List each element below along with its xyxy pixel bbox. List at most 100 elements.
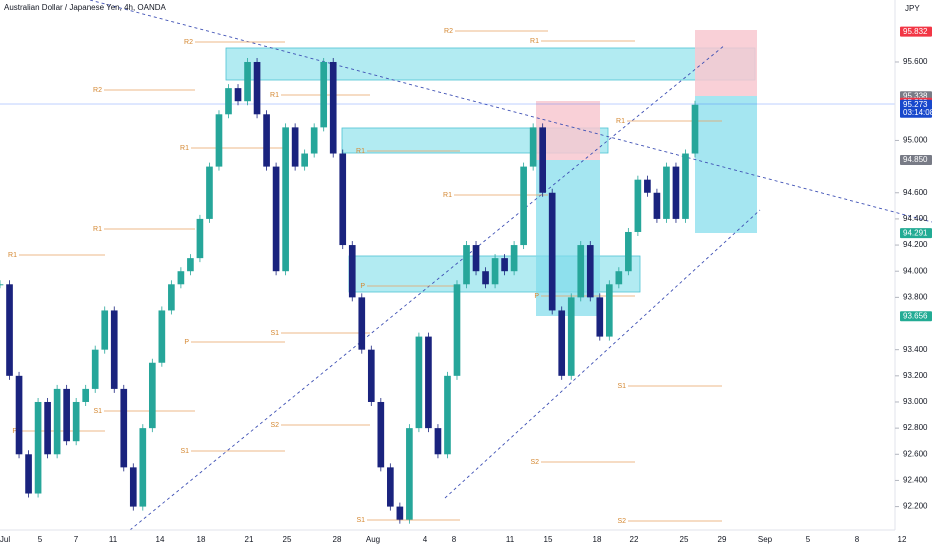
candle	[110, 310, 118, 389]
candle	[120, 388, 128, 468]
x-tick-label: 12	[898, 535, 907, 544]
y-tick-label: 95.600	[903, 57, 928, 66]
candle	[615, 271, 623, 285]
y-tick-label: 92.200	[903, 502, 928, 511]
pivot-label: S2	[270, 422, 279, 429]
price-tag-label: 95.832	[903, 27, 928, 36]
candle	[596, 297, 604, 337]
candle	[548, 192, 556, 311]
candle	[177, 271, 185, 285]
candle	[444, 375, 451, 455]
candle	[53, 388, 61, 455]
candle	[453, 284, 461, 376]
stop-zone	[695, 30, 757, 96]
pivot-label: P	[360, 283, 365, 290]
x-tick-label: Aug	[366, 535, 380, 544]
candle	[329, 61, 337, 154]
y-tick-label: 93.200	[903, 371, 928, 380]
candle	[396, 506, 404, 520]
candle	[215, 114, 223, 167]
candle	[367, 349, 375, 402]
y-tick-label: 94.600	[903, 188, 928, 197]
price-tag	[900, 99, 932, 118]
price-tag-label: 93.656	[903, 311, 928, 320]
candle	[187, 258, 194, 272]
pivot-label: P	[184, 339, 189, 346]
pivot-label: S2	[530, 459, 539, 466]
x-tick-label: 5	[806, 535, 811, 544]
candle	[101, 310, 109, 350]
candle	[501, 258, 508, 272]
candle	[539, 127, 547, 193]
price-tag	[900, 311, 932, 322]
price-tag-label: 95.338	[903, 91, 928, 100]
candle	[244, 61, 251, 102]
y-tick-label: 92.800	[903, 423, 928, 432]
candle	[168, 284, 175, 311]
candle	[491, 258, 499, 285]
candle	[282, 127, 289, 272]
pivot-label: P	[534, 293, 539, 300]
candle	[634, 179, 642, 232]
candle	[520, 166, 527, 246]
pivot-label: R1	[8, 252, 17, 259]
candle	[320, 61, 328, 128]
candle	[263, 114, 270, 167]
candle	[82, 388, 90, 402]
candle	[406, 428, 413, 520]
x-tick-label: 8	[855, 535, 860, 544]
x-tick-label: 11	[506, 535, 515, 544]
trend-line	[89, 0, 932, 223]
candle	[15, 375, 23, 455]
candle	[682, 153, 689, 219]
candle	[415, 336, 423, 429]
pivot-label: R1	[93, 226, 102, 233]
candle	[377, 401, 385, 468]
pivot-label: R1	[443, 192, 452, 199]
trend-line	[444, 209, 761, 499]
y-tick-label: 93.400	[903, 345, 928, 354]
x-tick-label: Jul	[0, 535, 10, 544]
y-tick-label: 93.000	[903, 397, 928, 406]
pivot-label: R1	[616, 118, 625, 125]
price-tag	[900, 228, 932, 239]
candle	[434, 428, 442, 455]
candle	[301, 153, 308, 167]
candle	[225, 88, 232, 115]
stop-zone	[536, 101, 600, 160]
x-tick-label: 7	[74, 535, 79, 544]
y-tick-label: 94.200	[903, 240, 928, 249]
candle	[625, 231, 632, 272]
x-tick-label: 28	[333, 535, 342, 544]
candle	[6, 284, 13, 376]
pivot-label: R1	[356, 148, 365, 155]
price-tag-label: 94.291	[903, 228, 928, 237]
pivot-label: R2	[184, 39, 193, 46]
candle	[34, 401, 42, 494]
candle	[558, 310, 566, 376]
candle	[529, 127, 537, 167]
candle	[253, 61, 261, 115]
candle	[663, 166, 670, 219]
pivot-label: S1	[93, 408, 102, 415]
currency: JPY	[905, 4, 920, 13]
title: Australian Dollar / Japanese Yen, 4h, OA…	[4, 3, 167, 12]
candle	[139, 428, 147, 507]
candle	[63, 388, 70, 442]
candle	[387, 467, 394, 507]
candle	[644, 179, 651, 193]
candle	[463, 245, 470, 285]
x-tick-label: 29	[718, 535, 727, 544]
y-tick-label: 92.600	[903, 449, 928, 458]
candle	[206, 166, 213, 219]
candle	[567, 297, 575, 376]
candle	[425, 336, 432, 429]
x-tick-label: 11	[109, 535, 118, 544]
x-tick-label: 25	[680, 535, 689, 544]
candle	[510, 245, 518, 272]
candle	[91, 349, 99, 389]
candle	[339, 153, 347, 246]
x-tick-label: 21	[245, 535, 254, 544]
y-tick-label: 92.400	[903, 476, 928, 485]
pivot-label: S1	[356, 517, 365, 524]
